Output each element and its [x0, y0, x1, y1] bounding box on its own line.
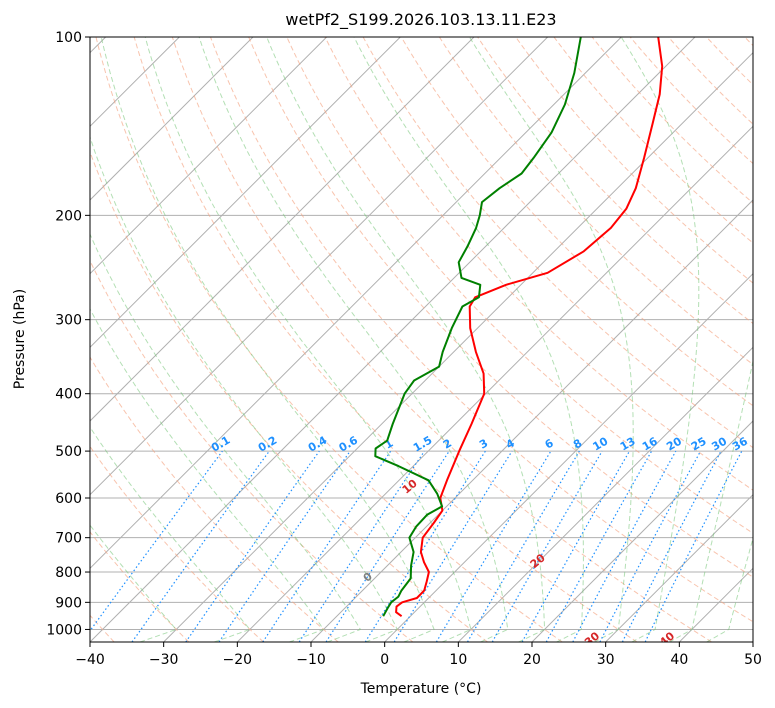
isotherm-line [90, 37, 254, 201]
dry-adiabat-line [210, 37, 753, 623]
moist-adiabat-line [669, 358, 753, 642]
dry-adiabat-line [286, 37, 753, 534]
mixing-ratio-line [491, 450, 603, 642]
dry-adiabat-line [90, 150, 488, 642]
x-axis-label: Temperature (°C) [360, 681, 482, 697]
y-tick-label: 400 [55, 387, 82, 403]
mixing-ratio-line [218, 450, 351, 642]
mixing-ratio-line [364, 450, 486, 642]
isotherm-grid [90, 37, 753, 642]
y-tick-label: 800 [55, 565, 82, 581]
isotherm-line [384, 272, 753, 642]
y-tick-label: 900 [55, 595, 82, 611]
y-tick-label: 200 [55, 208, 82, 224]
isotherm-line [457, 346, 753, 642]
isotherm-line [236, 125, 753, 642]
moist-adiabat-line [100, 37, 435, 642]
dry-adiabat-line [90, 531, 190, 642]
y-axis-label: Pressure (hPa) [12, 289, 28, 389]
mixing-ratio-line [393, 450, 513, 642]
isotherm-line [90, 37, 549, 496]
dry-adiabats [90, 37, 753, 642]
mixing-ratio-line [435, 450, 552, 642]
moist-adiabat-line [90, 308, 325, 642]
isotherm-line [90, 37, 328, 275]
x-tick-label: −10 [296, 652, 326, 668]
dry-adiabat-line [362, 37, 753, 449]
x-axis-ticks: −40 −30 −20 −10 0 10 20 30 40 50 [75, 642, 762, 668]
plot-frame [89, 36, 754, 643]
x-tick-label: 30 [597, 652, 615, 668]
x-tick-label: 0 [380, 652, 389, 668]
x-tick-label: 20 [523, 652, 541, 668]
mixing-ratio-lines [90, 450, 743, 642]
dry-adiabat-line [400, 37, 753, 407]
mixing-ratio-line [521, 450, 631, 642]
x-tick-label: 50 [744, 652, 762, 668]
y-tick-label: 300 [55, 313, 82, 329]
x-tick-label: 10 [449, 652, 467, 668]
mixing-ratio-line [572, 450, 677, 642]
dry-adiabat-line [90, 259, 414, 642]
mixing-ratio-line [90, 450, 223, 632]
y-tick-label: 100 [55, 30, 82, 46]
isobar-grid [90, 37, 753, 630]
isotherm-line [605, 493, 753, 642]
x-tick-label: −20 [223, 652, 253, 668]
dry-adiabat-line [553, 37, 753, 244]
x-tick-label: 40 [670, 652, 688, 668]
profile-series [374, 37, 664, 618]
isotherm-line [90, 37, 401, 349]
chart-title: wetPf2_S199.2026.103.13.11.E23 [285, 10, 556, 30]
mixing-ratio-line [325, 450, 450, 642]
y-tick-label: 700 [55, 531, 82, 547]
moist-adiabat-line [620, 37, 700, 642]
dry-adiabat-line [171, 37, 712, 642]
dry-adiabat-line [438, 37, 753, 366]
isotherm-line [90, 37, 622, 570]
moist-adiabat-line [144, 37, 472, 642]
mixing-ratio-line [185, 450, 320, 642]
isotherm-line [531, 420, 753, 642]
y-tick-label: 600 [55, 491, 82, 507]
y-axis-ticks: 100 200 300 400 500 600 700 800 900 1000 [46, 30, 90, 638]
plot-area: 0.1 0.2 0.4 0.6 1 1.5 2 3 4 6 8 10 13 16 20 25 30 3601020… [90, 37, 753, 642]
dry-adiabat-line [133, 37, 638, 642]
moist-adiabat-line [266, 37, 546, 642]
isotherm-line [90, 37, 475, 422]
y-tick-label: 500 [55, 444, 82, 460]
moist-adiabat-line [90, 135, 398, 642]
mixing-ratio-line [131, 450, 270, 642]
moist-adiabat-line [353, 37, 584, 642]
temperature-profile-line [395, 37, 664, 618]
mixing-ratio-line [466, 450, 580, 642]
dry-adiabat-line [95, 37, 563, 642]
isotherm-line [90, 37, 696, 642]
dry-adiabat-line [477, 37, 753, 325]
dry-adiabat-line [90, 356, 339, 642]
dry-adiabat-line [591, 37, 753, 204]
dry-adiabat-line [324, 37, 753, 491]
moist-adiabats [90, 37, 753, 642]
y-tick-label: 1000 [46, 622, 82, 638]
dewpoint-profile-line [374, 37, 582, 617]
x-tick-label: −40 [75, 652, 105, 668]
moist-adiabat-line [90, 426, 251, 642]
dry-adiabat-line [248, 37, 753, 578]
mixing-ratio-line [545, 450, 653, 642]
isotherm-line [163, 51, 753, 642]
x-tick-label: −30 [149, 652, 179, 668]
moist-adiabat-line [198, 37, 509, 642]
